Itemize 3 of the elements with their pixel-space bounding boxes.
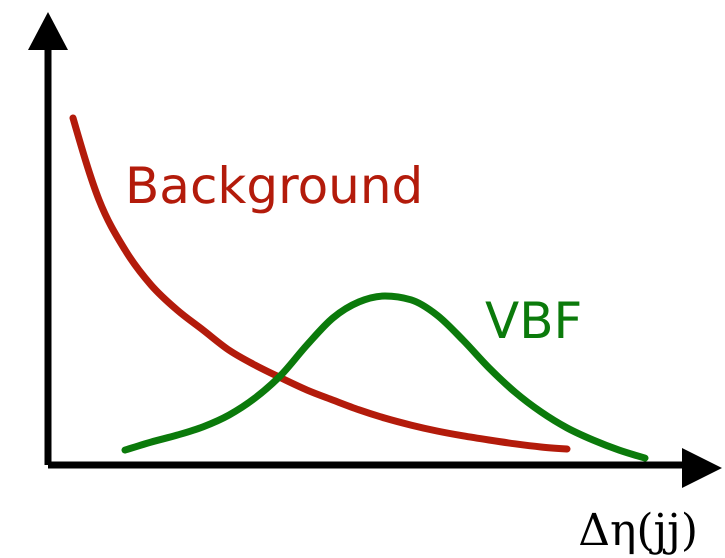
x-axis-title: Δη(jj) [578,505,698,556]
series-label: Background [125,157,424,215]
series-label: VBF [485,292,582,350]
